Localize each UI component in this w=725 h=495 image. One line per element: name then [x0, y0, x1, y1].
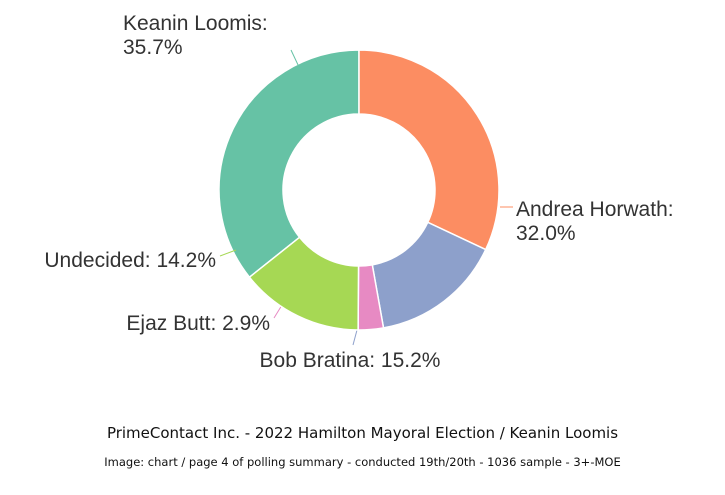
donut-chart: Keanin Loomis: 35.7% Andrea Horwath: 32.0% B…	[44, 12, 674, 372]
leader-line-keanin-loomis	[290, 49, 300, 68]
slice-andrea-horwath	[358, 49, 500, 251]
slice-keanin-loomis	[218, 49, 360, 279]
slice-label-andrea-horwath: Andrea Horwath: 32.0%	[516, 198, 674, 245]
leader-line-ejaz-butt	[273, 304, 283, 319]
caption-title: PrimeContact Inc. - 2022 Hamilton Mayora…	[106, 424, 619, 442]
slice-label-keanin-loomis: Keanin Loomis: 35.7%	[123, 12, 268, 59]
slice-label-bob-bratina: Bob Bratina: 15.2%	[260, 349, 441, 372]
leader-line-undecided	[219, 249, 237, 257]
slice-label-ejaz-butt: Ejaz Butt: 2.9%	[126, 312, 270, 335]
caption-subtitle: Image: chart / page 4 of polling summary…	[104, 455, 621, 469]
slice-undecided	[248, 236, 360, 331]
slice-label-undecided: Undecided: 14.2%	[44, 249, 216, 272]
leader-line-bob-bratina	[352, 329, 358, 346]
